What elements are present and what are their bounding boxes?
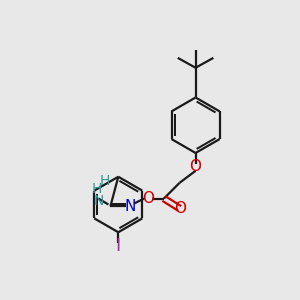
Text: H: H xyxy=(91,182,102,196)
Text: I: I xyxy=(116,237,121,255)
Text: N: N xyxy=(93,194,104,208)
Text: O: O xyxy=(174,201,186,216)
Text: O: O xyxy=(142,191,154,206)
Text: H: H xyxy=(99,174,110,188)
Text: N: N xyxy=(124,199,136,214)
Text: O: O xyxy=(190,159,202,174)
